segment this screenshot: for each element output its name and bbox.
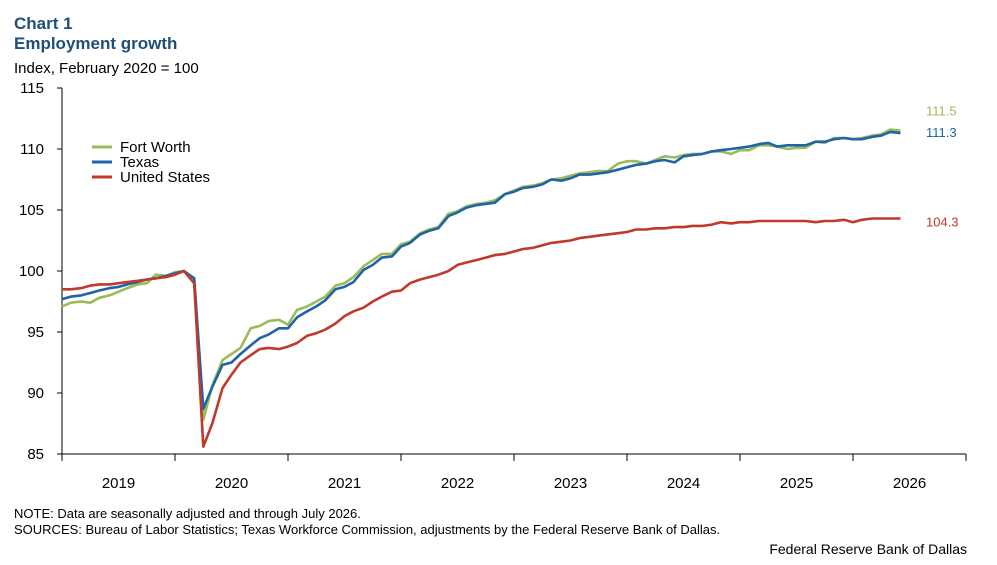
chart-title: Employment growth [14,34,178,53]
chart-note: NOTE: Data are seasonally adjusted and t… [14,506,361,521]
y-tick-label: 95 [27,324,44,341]
end-value-label: 104.3 [926,215,959,230]
x-tick-label: 2022 [441,475,474,492]
y-tick-label: 90 [27,385,44,402]
chart-axes: 85 90 95 100 105 110 115 2019 2020 2021 2022 2023 20… [19,80,967,492]
legend-label: Fort Worth [120,139,191,156]
y-tick-label: 85 [27,446,44,463]
chart-label: Chart 1 [14,14,73,33]
chart-heading: Chart 1 Employment growth [14,14,177,54]
y-tick-label: 105 [19,202,44,219]
series-line-texas [61,130,901,411]
y-tick-label: 115 [20,80,44,97]
x-tick-label: 2024 [667,475,700,492]
end-value-label: 111.5 [926,104,957,119]
x-tick-label: 2026 [893,475,926,492]
x-tick-label: 2025 [780,475,813,492]
source-credit: Federal Reserve Bank of Dallas [769,541,967,557]
legend-label: United States [120,169,210,186]
y-axis-unit-label: Index, February 2020 = 100 [14,60,199,77]
legend-label: Texas [120,154,159,171]
series-line-united-states [62,217,901,448]
series-end-labels: 111.5 111.3 104.3 [926,104,959,230]
y-tick-label: 100 [19,263,44,280]
x-tick-label: 2020 [215,475,248,492]
employment-line-chart: 85 90 95 100 105 110 115 2019 2020 2021 2022 2023 20… [19,80,967,492]
x-tick-label: 2023 [554,475,587,492]
x-tick-label: 2021 [328,475,361,492]
x-tick-label: 2019 [102,475,135,492]
end-value-label: 111.3 [926,125,957,140]
y-tick-label: 110 [20,141,44,158]
chart-series-lines [61,128,901,448]
chart-sources: SOURCES: Bureau of Labor Statistics; Tex… [14,522,721,537]
